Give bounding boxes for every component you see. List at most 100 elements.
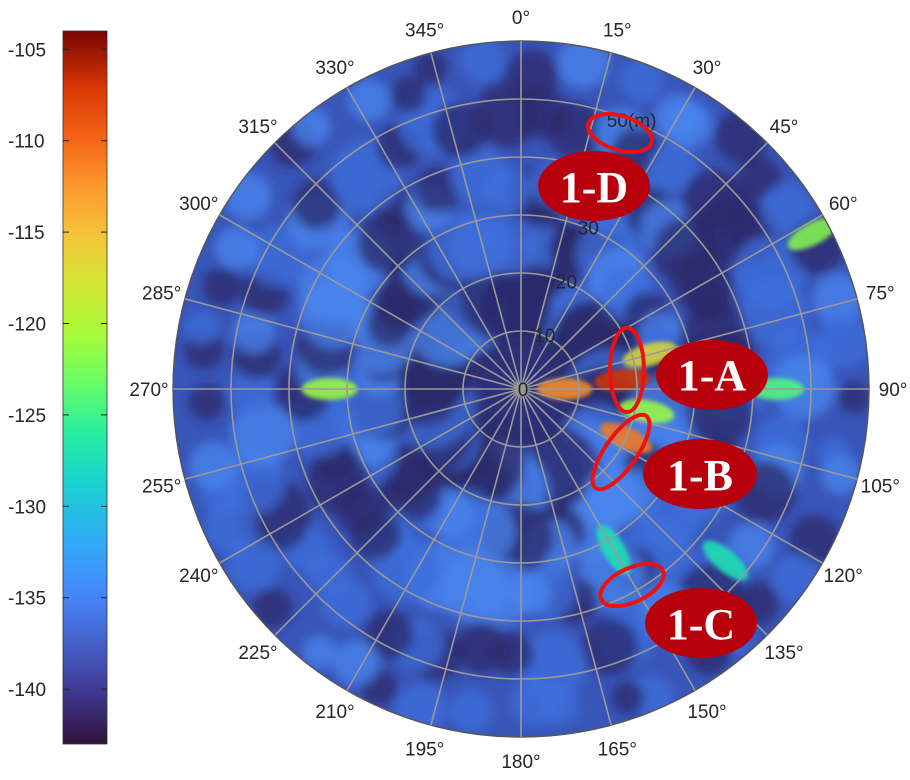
callout-1b: 1-B [643, 439, 757, 509]
grid-spoke [520, 388, 612, 726]
texture-patch [546, 102, 603, 159]
texture-patch [214, 226, 259, 270]
angle-tick-label: 240° [179, 566, 218, 587]
texture-patch [760, 183, 814, 237]
angle-tick-label: 90° [879, 380, 908, 401]
angle-tick-label: 120° [824, 566, 863, 587]
grid-spoke [520, 214, 823, 390]
angle-tick-label: 60° [829, 194, 858, 215]
colorbar-ticks: -105 -110 -115 -120 -125 -130 -135 -140 [8, 40, 107, 701]
colorbar-tick-label: -105 [8, 40, 46, 61]
angle-tick-label: 75° [866, 284, 895, 305]
texture-patch [414, 167, 461, 213]
angle-tick-label: 225° [238, 643, 277, 664]
texture-patch [230, 401, 296, 467]
texture-patch [364, 609, 414, 660]
texture-patch [223, 171, 272, 221]
angle-tick-label: 345° [405, 21, 444, 42]
callout-1b-text: 1-B [667, 451, 733, 500]
callout-1c-text: 1-C [667, 600, 735, 649]
texture-patch [647, 143, 697, 193]
grid-spoke [520, 87, 696, 390]
texture-patch [455, 621, 507, 674]
grid-spoke [346, 87, 522, 390]
angle-tick-label: 30° [693, 58, 722, 79]
heatmap-texture [183, 41, 869, 736]
texture-patch [332, 639, 380, 686]
angle-tick-label: 150° [687, 702, 726, 723]
colorbar-tick-label: -140 [8, 680, 46, 701]
colorbar-tick-label: -115 [8, 223, 45, 244]
texture-patch [292, 179, 343, 230]
grid-spoke [184, 298, 522, 390]
angle-tick-label: 180° [501, 752, 540, 773]
texture-patch [817, 313, 869, 369]
grid-spoke [274, 388, 522, 636]
texture-patch [432, 102, 488, 158]
radius-tick-label: 0 [518, 380, 529, 401]
texture-patch [184, 310, 219, 345]
texture-patch [202, 266, 242, 306]
colorbar-gradient [62, 30, 108, 745]
colorbar: -105 -110 -115 -120 -125 -130 -135 -140 [8, 30, 108, 745]
grid-spoke [520, 52, 612, 390]
callout-1a-text: 1-A [678, 351, 747, 400]
angle-tick-label: 270° [129, 380, 168, 401]
callout-1d: 1-D [538, 151, 650, 221]
radius-tick-label: 20 [556, 272, 577, 293]
angle-tick-label: 15° [603, 21, 632, 42]
texture-patch [252, 587, 293, 629]
grid-spoke [430, 52, 522, 390]
texture-patch [740, 277, 809, 346]
angle-tick-label: 330° [315, 58, 354, 79]
colorbar-tick-label: -110 [8, 132, 45, 153]
texture-patch [484, 167, 531, 214]
texture-patch [302, 635, 337, 669]
angle-tick-label: 315° [238, 117, 277, 138]
texture-patch [506, 49, 559, 102]
radius-tick-label: 30 [578, 219, 599, 240]
grid-spoke [219, 388, 522, 564]
heatmap-hotspot [702, 540, 748, 581]
grid-spoke [184, 388, 522, 480]
texture-patch [188, 441, 238, 490]
annotations: 1-A 1-B 1-C 1-D [538, 112, 768, 658]
colorbar-tick-label: -135 [8, 589, 46, 610]
texture-patch [812, 273, 865, 326]
highlight-ring-1d [586, 112, 654, 154]
callout-1c: 1-C [645, 588, 757, 658]
texture-patch [837, 381, 869, 414]
highlight-ring-1b [590, 412, 652, 492]
texture-patch [611, 681, 645, 715]
texture-patch [480, 271, 552, 343]
texture-patch [483, 217, 540, 274]
texture-patch [772, 553, 822, 603]
grid-spoke [274, 142, 522, 390]
texture-patch [233, 311, 275, 354]
grid-spoke [520, 388, 858, 480]
angle-tick-label: 285° [142, 284, 181, 305]
grid-spoke [219, 214, 522, 390]
texture-patch [413, 50, 448, 85]
angle-tick-label: 165° [598, 739, 637, 760]
highlight-ring-1c [598, 561, 666, 609]
texture-patch [347, 79, 391, 122]
texture-patch [188, 384, 225, 421]
colorbar-tick-label: -130 [8, 497, 46, 518]
angle-tick-label: 255° [142, 476, 181, 497]
angle-tick-labels: 0° 15° 30° 45° 60° 75° 90° 105° 120° 135° 150° 165°… [129, 8, 907, 773]
grid-spoke [430, 388, 522, 726]
texture-patch [619, 57, 664, 102]
angle-tick-label: 210° [315, 702, 354, 723]
callout-1d-text: 1-D [560, 163, 628, 212]
angle-tick-label: 105° [861, 476, 900, 497]
angle-tick-label: 300° [179, 194, 218, 215]
polar-grid [172, 40, 870, 738]
texture-patch [449, 689, 493, 733]
texture-patch [510, 676, 562, 728]
grid-spoke [520, 142, 768, 390]
angle-tick-label: 135° [764, 643, 803, 664]
angle-tick-label: 0° [512, 8, 530, 29]
texture-patch [390, 76, 427, 113]
